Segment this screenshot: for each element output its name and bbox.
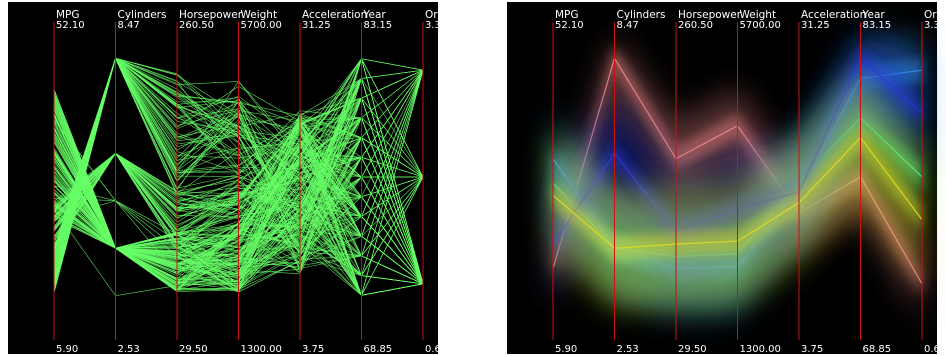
axis-max-tick-label: 5700.00 — [241, 20, 282, 31]
axis-name-label: Weight — [740, 9, 777, 21]
axis-name-label: Weight — [241, 9, 278, 21]
axis-max-tick-label: 260.50 — [678, 20, 713, 31]
axis-min-tick-label: 0.68 — [924, 344, 946, 355]
axis-min-tick-label: 29.50 — [678, 344, 707, 355]
axis-min-tick-label: 3.75 — [801, 344, 823, 355]
axis-max-tick-label: 3.32 — [425, 20, 447, 31]
axis-min-tick-label: 1300.00 — [740, 344, 781, 355]
axis-min-tick-label: 29.50 — [179, 344, 208, 355]
axis-name-label: MPG — [56, 9, 80, 21]
axis-min-tick-label: 68.85 — [364, 344, 393, 355]
axes-group: MPG52.105.90Cylinders8.472.53Horsepower2… — [552, 9, 946, 355]
axis-max-tick-label: 8.47 — [118, 20, 140, 31]
axis-max-tick-label: 260.50 — [179, 20, 214, 31]
axis-name-label: MPG — [555, 9, 579, 21]
axis-name-label: Origin — [425, 9, 457, 21]
axis-min-tick-label: 1300.00 — [241, 344, 282, 355]
axis-name-label: Year — [862, 9, 886, 21]
right-parallel-coordinates-panel: MPG52.105.90Cylinders8.472.53Horsepower2… — [507, 2, 946, 355]
axis-min-tick-label: 3.75 — [302, 344, 324, 355]
axis-min-tick-label: 68.85 — [863, 344, 892, 355]
axis-max-tick-label: 3.32 — [924, 20, 946, 31]
axis-name-label: Origin — [924, 9, 946, 21]
axis-min-tick-label: 2.53 — [118, 344, 140, 355]
axis-name-label: Cylinders — [118, 9, 167, 21]
axis-name-label: Cylinders — [617, 9, 666, 21]
axis-max-tick-label: 52.10 — [555, 20, 584, 31]
axis-max-tick-label: 5700.00 — [740, 20, 781, 31]
axis-name-label: Acceleration — [302, 9, 367, 21]
axis-max-tick-label: 31.25 — [801, 20, 830, 31]
left-parallel-coordinates-panel: MPG52.105.90Cylinders8.472.53Horsepower2… — [8, 2, 457, 355]
axis-max-tick-label: 8.47 — [617, 20, 639, 31]
axis-max-tick-label: 31.25 — [302, 20, 331, 31]
axis-name-label: Horsepower — [678, 9, 742, 21]
axis-max-tick-label: 83.15 — [863, 20, 892, 31]
cluster-core-band — [553, 125, 922, 261]
axis-name-label: Year — [363, 9, 387, 21]
axis-min-tick-label: 0.68 — [425, 344, 447, 355]
axis-min-tick-label: 5.90 — [56, 344, 78, 355]
axis-max-tick-label: 83.15 — [364, 20, 393, 31]
axis-name-label: Acceleration — [801, 9, 866, 21]
axis-min-tick-label: 5.90 — [555, 344, 577, 355]
axis-name-label: Horsepower — [179, 9, 243, 21]
axis-min-tick-label: 2.53 — [617, 344, 639, 355]
axis-max-tick-label: 52.10 — [56, 20, 85, 31]
axes-group: MPG52.105.90Cylinders8.472.53Horsepower2… — [53, 9, 457, 355]
